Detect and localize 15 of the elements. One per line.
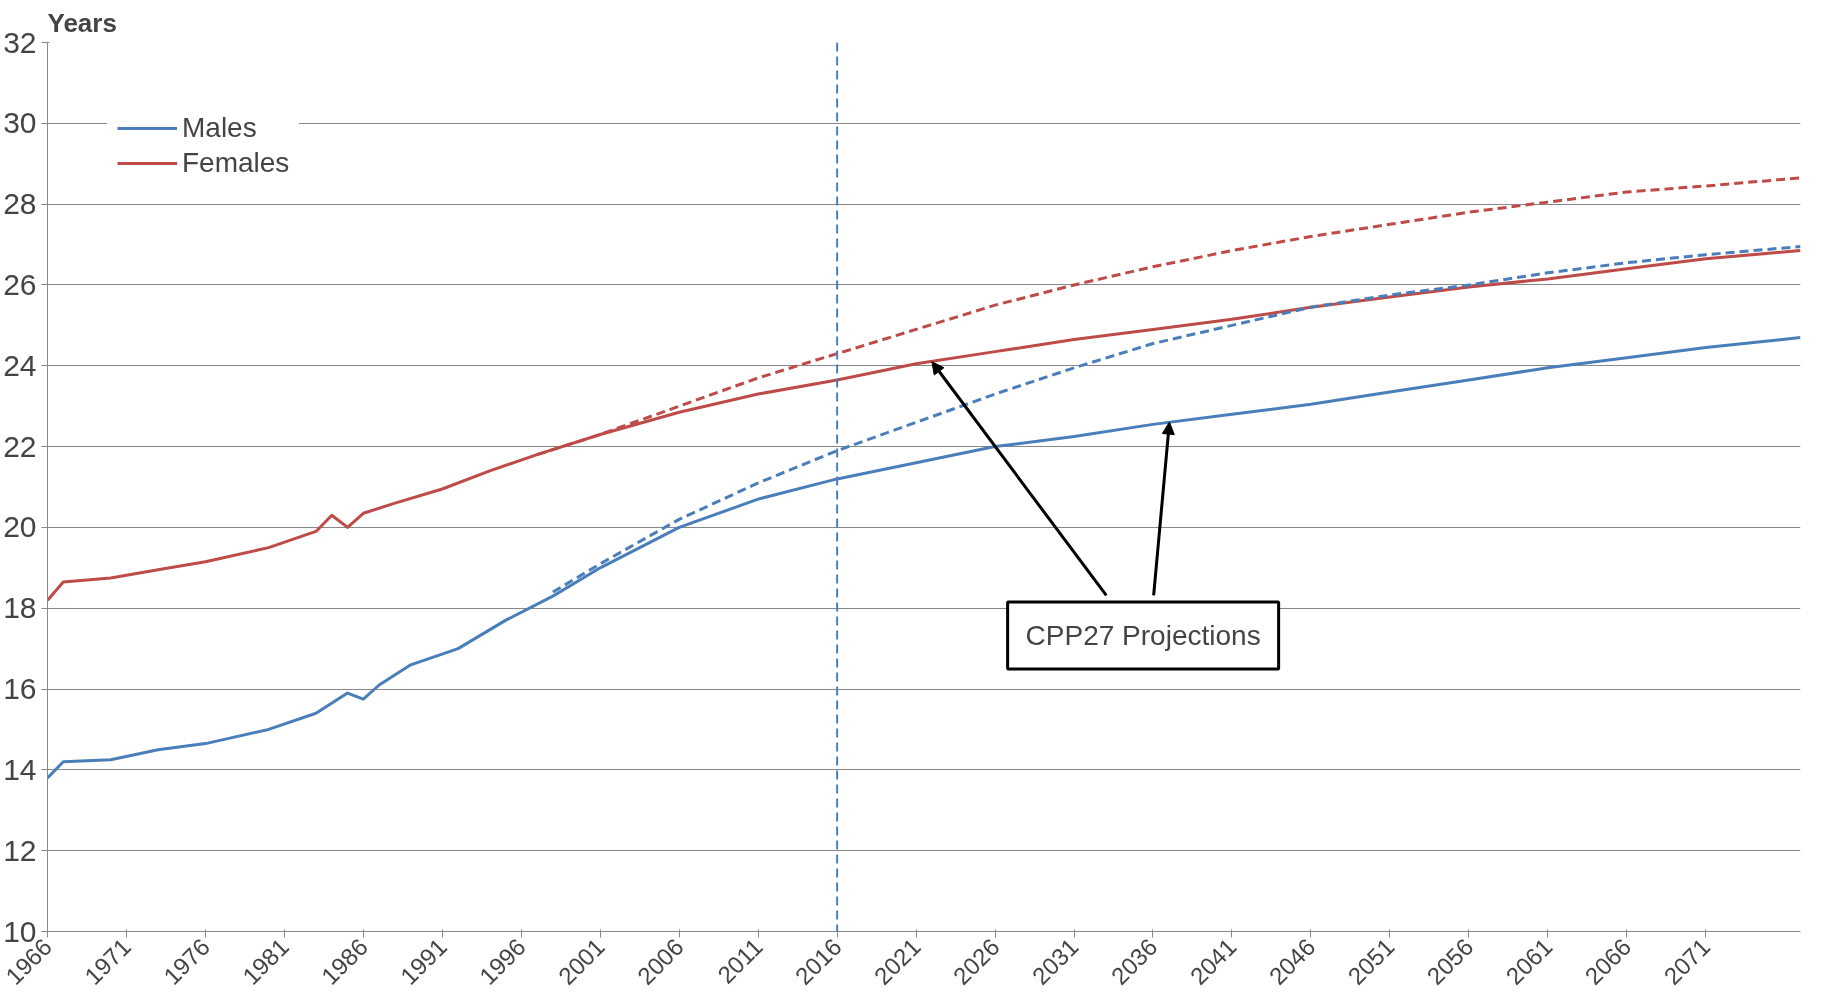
legend-label: Females bbox=[182, 147, 290, 179]
y-tick-label: 16 bbox=[3, 672, 37, 706]
annotation: CPP27 Projections bbox=[1025, 619, 1261, 651]
y-tick-label: 24 bbox=[3, 348, 37, 382]
y-tick-label: 28 bbox=[3, 187, 37, 221]
legend-label: Males bbox=[182, 112, 257, 144]
y-tick-label: 22 bbox=[3, 429, 37, 463]
y-axis-title: Years bbox=[47, 7, 117, 38]
y-tick-label: 12 bbox=[3, 833, 37, 867]
y-tick-label: 20 bbox=[3, 510, 37, 544]
y-tick-label: 30 bbox=[3, 106, 37, 140]
y-tick-label: 18 bbox=[3, 591, 37, 625]
y-tick-label: 14 bbox=[3, 752, 37, 786]
y-tick-label: 32 bbox=[3, 25, 37, 59]
y-tick-label: 26 bbox=[3, 267, 37, 301]
